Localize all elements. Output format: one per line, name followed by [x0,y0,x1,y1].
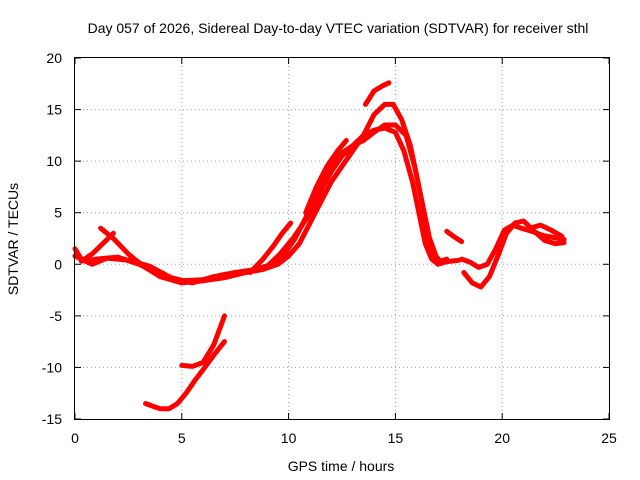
chart-title: Day 057 of 2026, Sidereal Day-to-day VTE… [88,20,589,36]
y-tick-label: -5 [50,308,63,324]
x-tick-label: 0 [71,430,79,446]
y-tick-label: 5 [54,205,62,221]
x-tick-label: 25 [601,430,617,446]
series-arc-10 [459,222,567,270]
y-tick-label: 20 [46,50,62,66]
y-tick-label: 10 [46,153,62,169]
axis-ticks [74,57,610,420]
y-tick-label: 0 [54,256,62,272]
series-arc-4 [78,230,116,264]
plot-frame [74,57,610,420]
series-arc-5 [247,220,294,275]
series-arc-8 [444,228,465,245]
y-tick-label: -15 [42,411,62,427]
y-tick-label: -10 [42,359,62,375]
series-layer [72,80,567,412]
series-arc-3 [98,101,439,286]
series-arc-11 [527,222,565,239]
y-tick-label: 15 [46,102,62,118]
x-tick-label: 15 [388,430,404,446]
x-tick-label: 5 [178,430,186,446]
y-axis-title: SDTVAR / TECUs [5,183,21,295]
series-arc-7 [363,80,392,107]
series-arc-13 [179,313,227,369]
series-arc-12 [143,339,227,412]
grid [75,58,609,419]
x-axis-title: GPS time / hours [288,458,395,474]
x-tick-label: 20 [494,430,510,446]
tick-labels: 0 5 10 15 20 25 -15 -10 -5 0 5 10 15 20 [42,50,617,446]
x-tick-label: 10 [281,430,297,446]
series-arc-6 [303,138,349,216]
